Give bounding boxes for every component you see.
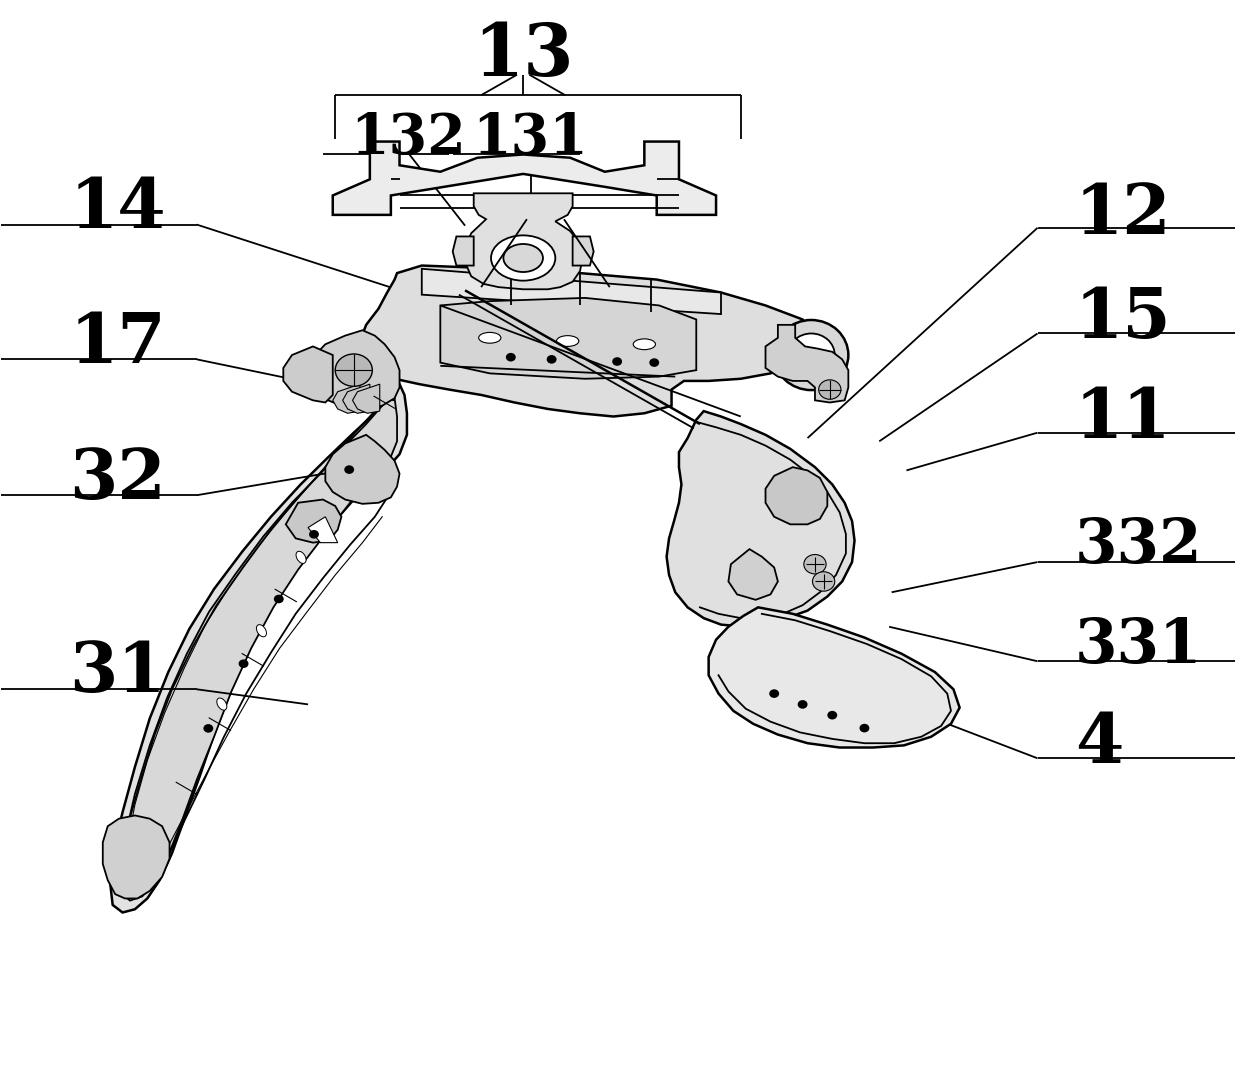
Polygon shape	[352, 384, 379, 413]
Polygon shape	[708, 608, 960, 748]
Text: 32: 32	[69, 445, 166, 512]
Polygon shape	[667, 411, 854, 627]
Polygon shape	[440, 298, 697, 378]
Polygon shape	[465, 193, 583, 290]
Circle shape	[203, 724, 213, 733]
Polygon shape	[332, 142, 715, 215]
Ellipse shape	[557, 335, 579, 346]
Circle shape	[613, 357, 622, 365]
Circle shape	[797, 700, 807, 709]
Ellipse shape	[491, 236, 556, 281]
Text: 132: 132	[350, 111, 466, 165]
Polygon shape	[120, 389, 397, 900]
Circle shape	[506, 352, 516, 361]
Ellipse shape	[634, 338, 656, 349]
Ellipse shape	[217, 698, 227, 710]
Polygon shape	[342, 384, 370, 413]
Circle shape	[804, 555, 826, 574]
Polygon shape	[283, 346, 332, 402]
Polygon shape	[453, 237, 474, 266]
Text: 15: 15	[1075, 285, 1172, 352]
Polygon shape	[728, 549, 777, 600]
Ellipse shape	[257, 625, 267, 637]
Ellipse shape	[479, 332, 501, 343]
Text: 31: 31	[69, 639, 166, 706]
Polygon shape	[308, 331, 399, 409]
Ellipse shape	[296, 551, 306, 563]
Polygon shape	[573, 237, 594, 266]
Ellipse shape	[774, 320, 848, 390]
Polygon shape	[110, 384, 407, 912]
Circle shape	[650, 358, 660, 366]
Circle shape	[309, 530, 319, 538]
Text: 131: 131	[472, 111, 588, 165]
Circle shape	[547, 355, 557, 363]
Text: 13: 13	[472, 19, 573, 91]
Circle shape	[345, 465, 355, 473]
Ellipse shape	[336, 478, 346, 490]
Circle shape	[274, 595, 284, 603]
Polygon shape	[103, 815, 170, 898]
Circle shape	[335, 353, 372, 386]
Ellipse shape	[787, 333, 835, 376]
Polygon shape	[422, 269, 720, 315]
Text: 331: 331	[1075, 616, 1202, 677]
Text: 332: 332	[1075, 516, 1203, 576]
Text: 12: 12	[1075, 182, 1172, 249]
Ellipse shape	[503, 244, 543, 272]
Polygon shape	[308, 517, 337, 543]
Text: 17: 17	[69, 309, 166, 376]
Polygon shape	[765, 467, 827, 524]
Circle shape	[238, 659, 248, 668]
Text: 11: 11	[1075, 385, 1171, 452]
Text: 14: 14	[69, 175, 166, 242]
Polygon shape	[285, 499, 341, 543]
Circle shape	[827, 711, 837, 720]
Circle shape	[769, 690, 779, 698]
Text: 4: 4	[1075, 710, 1123, 777]
Polygon shape	[360, 266, 815, 416]
Polygon shape	[765, 325, 848, 402]
Polygon shape	[332, 384, 360, 413]
Circle shape	[818, 379, 841, 399]
Circle shape	[812, 572, 835, 591]
Circle shape	[859, 724, 869, 733]
Polygon shape	[325, 435, 399, 504]
